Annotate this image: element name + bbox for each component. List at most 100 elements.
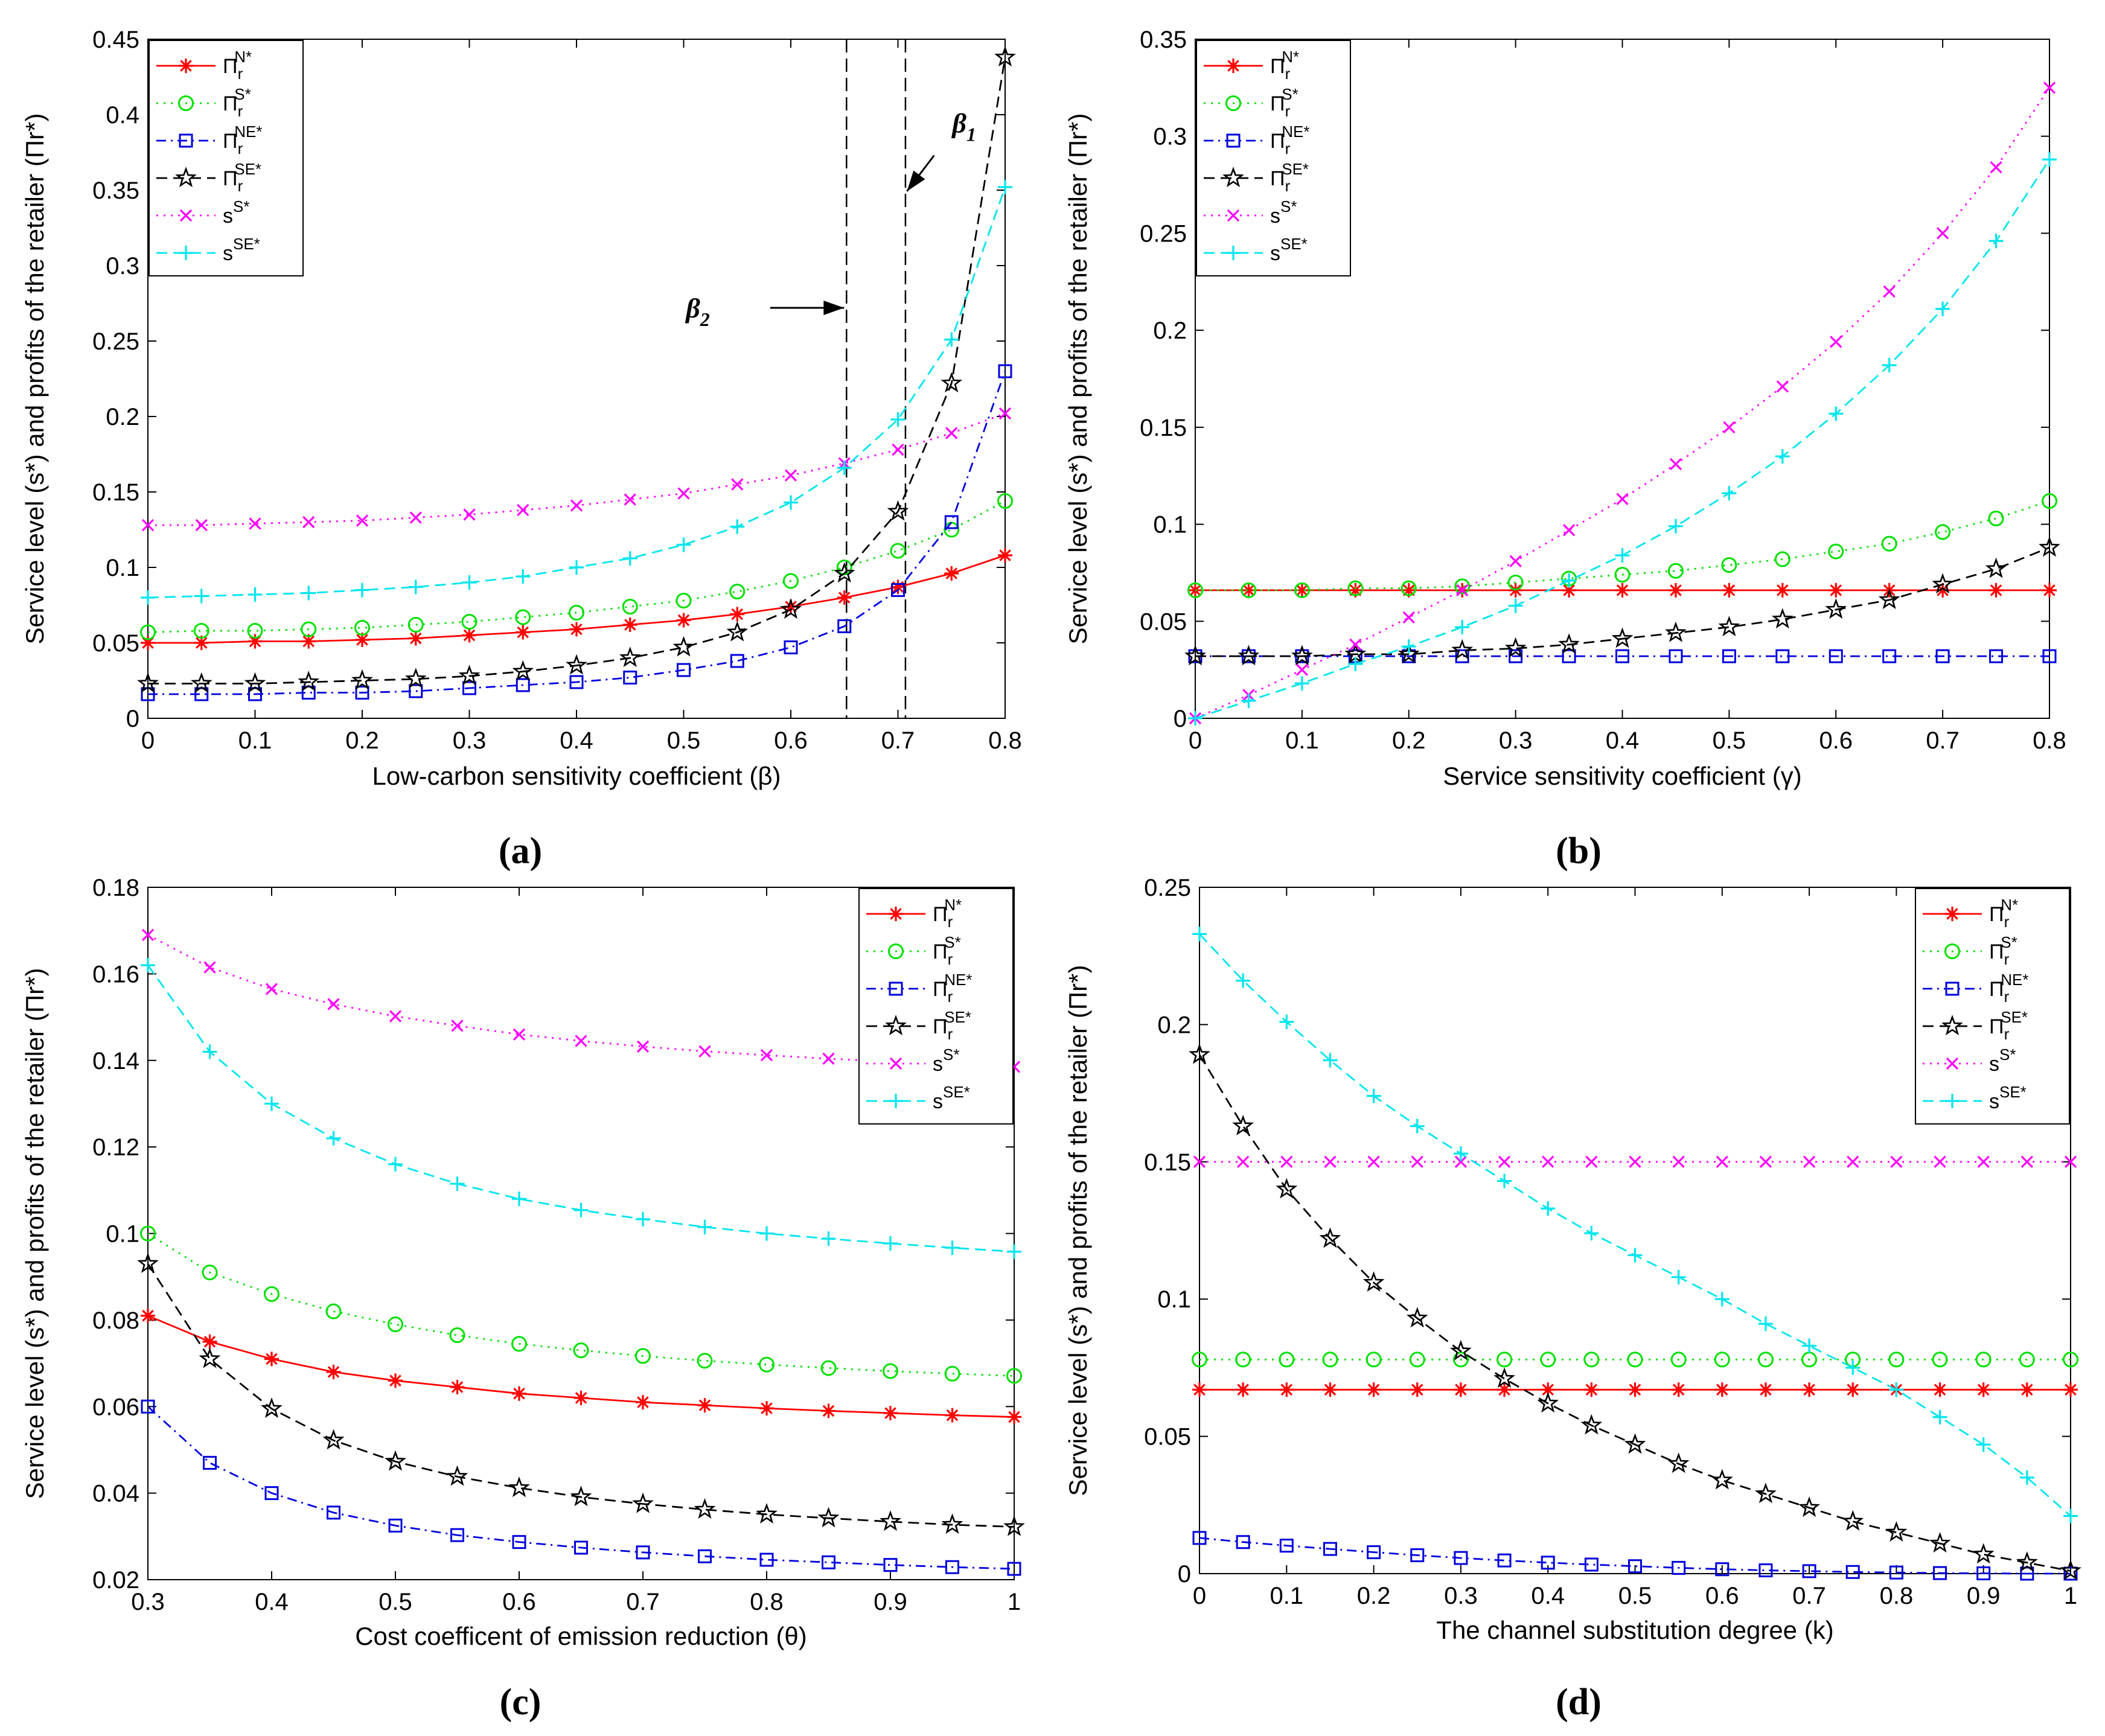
legend-marker xyxy=(1226,59,1241,73)
legend-base: Π xyxy=(933,1015,948,1038)
data-point xyxy=(141,1308,155,1323)
data-point xyxy=(2042,582,2057,598)
data-point xyxy=(1667,563,1684,579)
data-point xyxy=(945,1408,960,1423)
legend-item-PiS: ΠrS* xyxy=(1204,85,1298,120)
legend-item-PiSE: ΠrSE* xyxy=(866,1008,971,1043)
x-tick-label: 0.1 xyxy=(1285,727,1319,754)
y-tick-label: 0.12 xyxy=(92,1134,139,1161)
data-point xyxy=(1883,285,1896,298)
data-point xyxy=(624,493,636,506)
x-axis-label: Low-carbon sensitivity coefficient (β) xyxy=(372,762,781,790)
data-point xyxy=(994,46,1016,67)
data-point xyxy=(783,573,799,589)
legend-item-PiN: ΠrN* xyxy=(866,896,962,931)
x-tick-label: 0.5 xyxy=(1618,1583,1652,1609)
data-point xyxy=(636,1545,650,1560)
legend-base: Π xyxy=(223,92,238,115)
data-point xyxy=(1348,582,1363,598)
legend-sup: N* xyxy=(2001,896,2018,914)
legend-marker xyxy=(179,133,193,148)
data-point xyxy=(1932,1382,1947,1397)
legend-sub: r xyxy=(948,913,953,931)
data-point xyxy=(945,1560,959,1574)
legend-base: Π xyxy=(1989,940,2004,963)
legend-item-PiSE: ΠrSE* xyxy=(156,160,261,195)
annotation-label: β1 xyxy=(951,108,976,145)
data-point xyxy=(199,1347,221,1368)
legend-label: sSE* xyxy=(933,1083,970,1113)
data-point xyxy=(998,407,1012,420)
legend-sup: NE* xyxy=(234,123,262,141)
data-point xyxy=(1759,1155,1772,1168)
data-point xyxy=(408,579,423,595)
legend-item-sS: sS* xyxy=(1923,1045,2016,1076)
data-point xyxy=(1507,575,1524,590)
x-tick-label: 0.9 xyxy=(874,1589,907,1615)
data-point xyxy=(1498,1155,1511,1168)
data-point xyxy=(1280,1155,1293,1168)
data-point xyxy=(1540,1351,1556,1368)
legend-base: s xyxy=(933,1053,943,1076)
data-point xyxy=(1192,1351,1207,1368)
data-point xyxy=(941,1513,963,1534)
data-point xyxy=(1193,1155,1206,1168)
panel-label: (b) xyxy=(1556,831,1602,872)
series-line xyxy=(147,1406,1015,1570)
legend-item-PiSE: ΠrSE* xyxy=(1204,160,1309,195)
legend-base: Π xyxy=(1270,130,1285,153)
legend-marker xyxy=(179,246,193,260)
y-axis-label: Service level (s*) and profits of the re… xyxy=(21,113,49,645)
legend-label: ΠrS* xyxy=(1270,85,1298,120)
x-axis-label: Service sensitivity coefficient (γ) xyxy=(1443,762,1801,790)
y-tick-label: 0.45 xyxy=(92,27,139,53)
data-point xyxy=(1401,639,1416,654)
data-point xyxy=(388,1373,403,1388)
data-point xyxy=(1562,524,1576,537)
series-line xyxy=(1195,546,2050,657)
x-tick-label: 0.2 xyxy=(1392,727,1426,754)
data-point xyxy=(573,1342,589,1359)
data-point xyxy=(1451,639,1474,660)
legend-base: Π xyxy=(1989,1015,2004,1038)
legend-sup: S* xyxy=(1999,1045,2016,1064)
data-point xyxy=(409,684,423,698)
x-tick-label: 0.8 xyxy=(1880,1583,1914,1609)
data-point xyxy=(1410,1548,1425,1563)
legend-base: Π xyxy=(933,940,948,963)
data-point xyxy=(512,1386,526,1401)
data-point xyxy=(1890,1155,1903,1168)
data-point xyxy=(388,1316,403,1333)
legend-label: ΠrN* xyxy=(1989,896,2018,931)
data-point xyxy=(1935,649,1950,663)
data-point xyxy=(1933,1566,1947,1580)
data-point xyxy=(1453,1382,1468,1397)
legend-label: ΠrSE* xyxy=(1270,160,1309,195)
chart-panel-d: 0 0.1 0.2 0.3 0.4 0.5 0.6 0.7 0.8 0.9 1 0 0.05 0.1 0.1… xyxy=(1064,875,2081,1723)
data-point xyxy=(2063,1351,2078,1368)
data-point xyxy=(784,599,798,614)
data-point xyxy=(1366,1351,1382,1368)
legend-sup: SE* xyxy=(2001,1008,2028,1026)
data-point xyxy=(1192,1531,1207,1545)
data-point xyxy=(944,515,959,529)
x-tick-label: 0.3 xyxy=(131,1589,165,1615)
data-point xyxy=(202,1044,217,1059)
data-point xyxy=(1616,493,1629,505)
data-point xyxy=(677,487,690,500)
data-point xyxy=(1825,598,1847,619)
legend-sup: N* xyxy=(1282,48,1299,66)
data-point xyxy=(302,515,315,529)
data-point xyxy=(1989,649,2004,663)
data-point xyxy=(1882,649,1897,663)
data-point xyxy=(1882,358,1897,372)
y-tick-label: 0.1 xyxy=(1153,512,1187,538)
legend-item-sSE: sSE* xyxy=(1923,1083,2027,1113)
data-point xyxy=(516,678,530,692)
data-point xyxy=(1627,1248,1643,1263)
data-point xyxy=(1881,535,1897,552)
data-point xyxy=(1878,589,1900,610)
data-point xyxy=(1885,1521,1908,1542)
data-point xyxy=(141,1399,155,1414)
data-point xyxy=(327,1505,340,1520)
